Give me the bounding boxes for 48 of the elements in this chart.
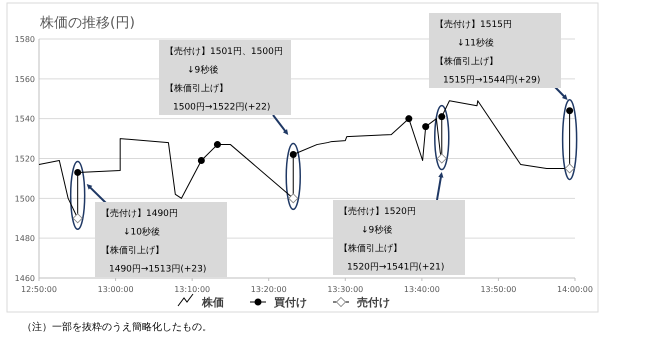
y-tick-label: 1580 bbox=[14, 35, 35, 44]
point bbox=[566, 107, 574, 114]
annotation: 【株価引上げ】 bbox=[339, 243, 402, 254]
annotation: 【株価引上げ】 bbox=[165, 83, 228, 94]
annotation: ↓9秒後 bbox=[361, 224, 392, 236]
legend-label: 買付け bbox=[273, 296, 307, 309]
x-tick-label: 13:30:00 bbox=[327, 285, 364, 294]
annotation: 【売付け】1515円 ↓11秒後 【株価引上げ】 1515円→1544円(+29) bbox=[429, 13, 561, 88]
annotation: 1515円→1544円(+29) bbox=[443, 76, 540, 86]
x-tick-label: 13:20:00 bbox=[250, 285, 287, 294]
annotation: 【株価引上げ】 bbox=[101, 245, 164, 256]
point bbox=[564, 164, 575, 174]
point bbox=[438, 113, 446, 120]
annotation: 【売付け】1520円 bbox=[339, 206, 416, 217]
x-tick-label: 14:00:00 bbox=[557, 285, 593, 294]
point bbox=[214, 141, 221, 148]
annotation: 【売付け】1490円 bbox=[101, 208, 178, 219]
point bbox=[198, 156, 205, 164]
annotation: ↓11秒後 bbox=[457, 38, 494, 48]
point bbox=[436, 154, 447, 164]
point bbox=[74, 168, 82, 176]
annotation: 【売付け】1501円、1500円 bbox=[165, 46, 283, 57]
point bbox=[72, 213, 83, 224]
point bbox=[290, 151, 297, 158]
x-tick-label: 13:10:00 bbox=[174, 285, 210, 294]
y-tick-label: 1500 bbox=[14, 194, 35, 204]
x-tick-label: 13:00:00 bbox=[98, 285, 134, 294]
y-tick-label: 1540 bbox=[14, 114, 35, 124]
point bbox=[422, 123, 430, 130]
x-tick-label: 13:50:00 bbox=[480, 285, 516, 294]
text: （注）一部を抜粋のうえ簡略化したもの。 bbox=[22, 321, 212, 333]
point bbox=[405, 115, 412, 122]
chart-title: 株価の推移(円) bbox=[39, 15, 135, 31]
y-tick-label: 1560 bbox=[14, 74, 35, 84]
annotation: ↓9秒後 bbox=[187, 64, 218, 76]
x-tick-label: 12:50:00 bbox=[21, 285, 57, 294]
y-tick-label: 1480 bbox=[14, 234, 35, 244]
y-tick-label: 1520 bbox=[14, 154, 35, 164]
annotation: 【株価引上げ】 bbox=[435, 56, 498, 67]
legend-label: 株価 bbox=[201, 296, 224, 309]
legend-label: 売付け bbox=[357, 296, 390, 309]
x-tick-label: 13:40:00 bbox=[404, 285, 440, 294]
y-tick-label: 1460 bbox=[14, 274, 35, 283]
point bbox=[288, 193, 298, 204]
annotation: 1520円→1541円(+21) bbox=[347, 262, 444, 272]
annotation: ↓10秒後 bbox=[123, 226, 160, 238]
annotation: 1500円→1522円(+22) bbox=[173, 102, 270, 112]
annotation: 1490円→1513円(+23) bbox=[109, 264, 206, 274]
